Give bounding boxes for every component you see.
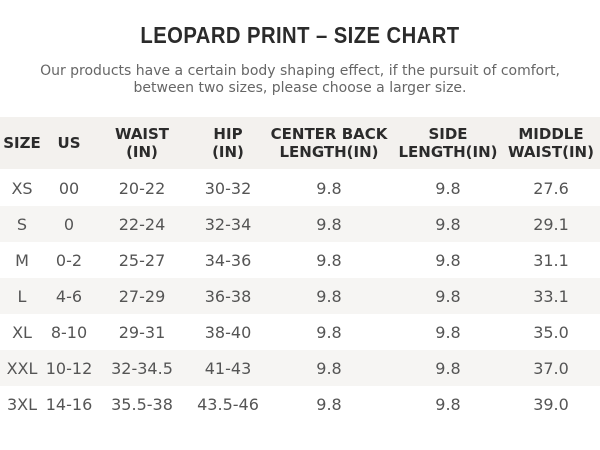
header-cell: US: [58, 117, 81, 169]
table-cell: 41-43: [204, 358, 252, 378]
table-cell: 0: [63, 214, 75, 234]
header-text: CENTER BACK: [270, 125, 388, 143]
table-cell: S: [16, 214, 28, 234]
header-text: SIZE: [3, 134, 41, 152]
header-text: WAIST: [114, 125, 170, 143]
table-row: XL 8-10 29-31 38-40 9.8 9.8 35.0: [0, 314, 600, 350]
title: LEOPARD PRINT – SIZE CHART: [140, 22, 460, 48]
table-cell: 3XL: [6, 394, 38, 414]
table-cell: 39.0: [533, 394, 569, 414]
subtitle-line: between two sizes, please choose a large…: [133, 80, 467, 96]
header-cell: WAIST (IN): [115, 117, 169, 169]
header-text: HIP: [213, 125, 243, 143]
table-cell: 9.8: [316, 250, 342, 270]
table-cell: 29-31: [118, 322, 166, 342]
table-cell: 29.1: [533, 214, 569, 234]
table-row: M 0-2 25-27 34-36 9.8 9.8 31.1: [0, 242, 600, 278]
table-row: S 0 22-24 32-34 9.8 9.8 29.1: [0, 206, 600, 242]
table-cell: 9.8: [435, 358, 461, 378]
table-cell: 25-27: [118, 250, 166, 270]
table-row: XXL 10-12 32-34.5 41-43 9.8 9.8 37.0: [0, 350, 600, 386]
subtitle-line: Our products have a certain body shaping…: [40, 63, 560, 79]
header-text: (IN): [126, 143, 158, 161]
table-cell: 9.8: [316, 286, 342, 306]
table-cell: 9.8: [316, 322, 342, 342]
table-cell: 0-2: [55, 250, 83, 270]
table-cell: 30-32: [204, 178, 252, 198]
table-cell: 9.8: [316, 178, 342, 198]
table-cell: M: [15, 250, 29, 270]
table-cell: 8-10: [50, 322, 88, 342]
header-cell: SIZE: [3, 117, 41, 169]
table-cell: 27-29: [118, 286, 166, 306]
table-row: 3XL 14-16 35.5-38 43.5-46 9.8 9.8 39.0: [0, 386, 600, 422]
header-text: (IN): [212, 143, 244, 161]
table-cell: 33.1: [533, 286, 569, 306]
table-cell: 32-34.5: [111, 358, 173, 378]
table-cell: 9.8: [435, 214, 461, 234]
table-cell: L: [17, 286, 27, 306]
table-cell: 9.8: [435, 394, 461, 414]
table-cell: 9.8: [316, 358, 342, 378]
table-cell: 9.8: [435, 322, 461, 342]
table-cell: 9.8: [316, 394, 342, 414]
table-cell: 00: [58, 178, 80, 198]
table-cell: 22-24: [118, 214, 166, 234]
table-row: L 4-6 27-29 36-38 9.8 9.8 33.1: [0, 278, 600, 314]
header-text: SIDE: [428, 125, 468, 143]
table-cell: 35.0: [533, 322, 569, 342]
table-cell: 34-36: [204, 250, 252, 270]
header-text: MIDDLE: [518, 125, 584, 143]
table-cell: 27.6: [533, 178, 569, 198]
header-row: SIZE US WAIST (IN) HIP (IN) CENTER BACK LENGTH(…: [0, 117, 600, 169]
table-cell: XL: [12, 322, 32, 342]
table-cell: 9.8: [435, 178, 461, 198]
table-cell: 14-16: [45, 394, 93, 414]
header-cell: SIDE LENGTH(IN): [398, 117, 497, 169]
table-cell: XXL: [6, 358, 38, 378]
table-cell: 10-12: [45, 358, 93, 378]
header-text: LENGTH(IN): [279, 143, 379, 161]
header-text: LENGTH(IN): [398, 143, 498, 161]
table-cell: 37.0: [533, 358, 569, 378]
table-cell: 32-34: [204, 214, 252, 234]
header-text: WAIST(IN): [508, 143, 594, 161]
table-cell: 9.8: [316, 214, 342, 234]
table-cell: 36-38: [204, 286, 252, 306]
table-cell: 38-40: [204, 322, 252, 342]
table-cell: 20-22: [118, 178, 166, 198]
header-cell: HIP (IN): [212, 117, 244, 169]
table-cell: 43.5-46: [197, 394, 259, 414]
table-cell: 9.8: [435, 250, 461, 270]
table-cell: 35.5-38: [111, 394, 173, 414]
header-cell: MIDDLE WAIST(IN): [508, 117, 594, 169]
table-cell: 9.8: [435, 286, 461, 306]
table-cell: XS: [11, 178, 33, 198]
table-row: XS 00 20-22 30-32 9.8 9.8 27.6: [0, 170, 600, 206]
header-text: US: [57, 134, 81, 152]
table-cell: 31.1: [533, 250, 569, 270]
header-cell: CENTER BACK LENGTH(IN): [271, 117, 388, 169]
table-cell: 4-6: [55, 286, 83, 306]
